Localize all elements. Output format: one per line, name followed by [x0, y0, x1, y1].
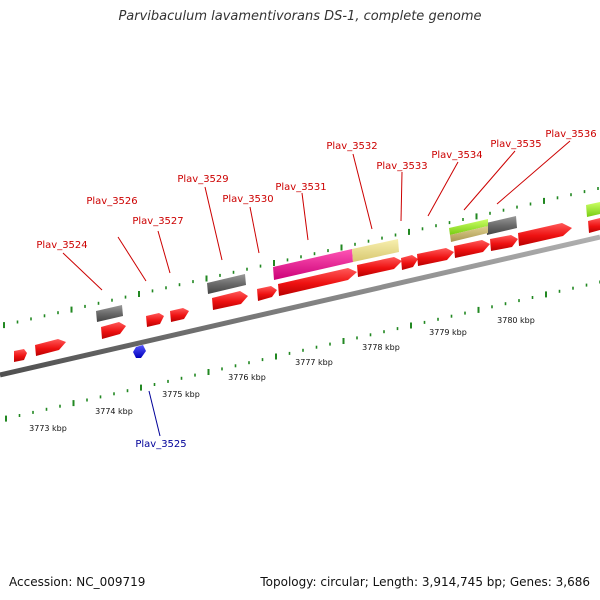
leader-line — [301, 192, 309, 241]
leader-line — [427, 161, 459, 217]
gene-label-plav-3525[interactable]: Plav_3525 — [135, 439, 186, 450]
gene-block-lime[interactable] — [449, 219, 488, 235]
gene-arrow[interactable] — [417, 248, 454, 266]
gene-arrow[interactable] — [490, 235, 518, 251]
gene-arrow-blue[interactable] — [133, 345, 146, 358]
gene-arrow[interactable] — [170, 308, 189, 322]
scale-label-3775-kbp: 3775 kbp — [162, 390, 200, 399]
genome-backbone — [0, 234, 600, 378]
gene-label-plav-3527[interactable]: Plav_3527 — [132, 216, 183, 227]
leader-line — [463, 150, 516, 211]
gene-arrow[interactable] — [212, 291, 248, 310]
scale-label-3774-kbp: 3774 kbp — [95, 407, 133, 416]
label-leader-lines — [62, 140, 571, 291]
gene-label-plav-3535[interactable]: Plav_3535 — [490, 139, 541, 150]
gene-arrow[interactable] — [146, 313, 164, 327]
gene-block-gray[interactable] — [486, 216, 517, 235]
scale-label-3773-kbp: 3773 kbp — [29, 424, 67, 433]
leader-line — [249, 206, 260, 254]
leader-line — [496, 140, 571, 205]
gene-label-plav-3529[interactable]: Plav_3529 — [177, 174, 228, 185]
gene-block-gray[interactable] — [207, 274, 246, 294]
leader-line — [352, 153, 373, 230]
gene-arrow[interactable] — [357, 257, 402, 277]
gene-arrow[interactable] — [518, 223, 572, 246]
gene-block-tan[interactable] — [450, 226, 488, 242]
gene-block-lime[interactable] — [586, 202, 600, 217]
map-title: Parvibaculum lavamentivorans DS-1, compl… — [118, 9, 482, 24]
gene-label-plav-3532[interactable]: Plav_3532 — [326, 141, 377, 152]
scale-label-3780-kbp: 3780 kbp — [497, 316, 535, 325]
gene-arrow[interactable] — [588, 218, 600, 233]
gene-block-khaki[interactable] — [352, 239, 399, 262]
leader-line-blue — [148, 390, 161, 437]
gene-label-plav-3526[interactable]: Plav_3526 — [86, 196, 137, 207]
upper-tick-row — [3, 187, 599, 329]
gene-glyphs — [14, 202, 600, 362]
gene-label-plav-3530[interactable]: Plav_3530 — [222, 194, 273, 205]
gene-arrow[interactable] — [101, 322, 126, 339]
gene-arrow[interactable] — [278, 268, 357, 296]
gene-block-gray[interactable] — [96, 305, 123, 322]
scale-label-3779-kbp: 3779 kbp — [429, 328, 467, 337]
gene-arrow[interactable] — [401, 255, 418, 270]
gene-label-plav-3531[interactable]: Plav_3531 — [275, 182, 326, 193]
gene-label-plav-3533[interactable]: Plav_3533 — [376, 161, 427, 172]
gene-block-magenta[interactable] — [273, 249, 353, 280]
scale-label-3777-kbp: 3777 kbp — [295, 358, 333, 367]
scale-label-3778-kbp: 3778 kbp — [362, 343, 400, 352]
leader-line — [117, 236, 147, 282]
scale-label-3776-kbp: 3776 kbp — [228, 373, 266, 382]
lower-tick-row — [5, 280, 600, 422]
accession-text: Accession: NC_009719 — [9, 575, 146, 589]
leader-line — [204, 186, 223, 261]
gene-arrow[interactable] — [257, 286, 277, 301]
gene-label-plav-3524[interactable]: Plav_3524 — [36, 240, 87, 251]
leader-line — [400, 171, 403, 222]
gene-label-plav-3534[interactable]: Plav_3534 — [431, 150, 482, 161]
gene-label-plav-3536[interactable]: Plav_3536 — [545, 129, 596, 140]
leader-line — [157, 230, 171, 274]
gene-arrow[interactable] — [35, 339, 66, 356]
topology-text: Topology: circular; Length: 3,914,745 bp… — [260, 575, 590, 589]
gene-arrow[interactable] — [454, 240, 490, 258]
leader-line — [62, 252, 103, 291]
gene-arrow[interactable] — [14, 349, 27, 362]
